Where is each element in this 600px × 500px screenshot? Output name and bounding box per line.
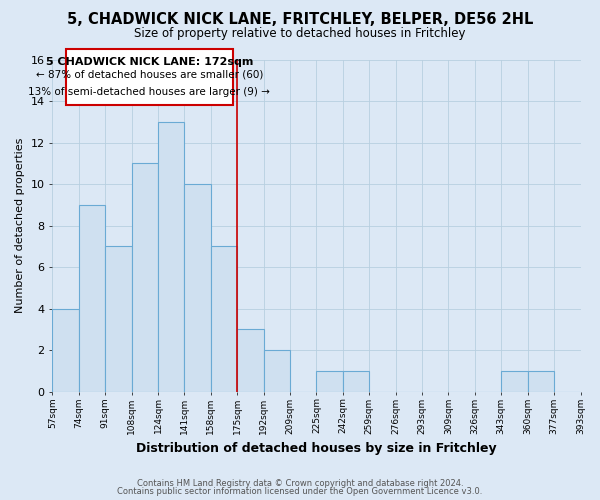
Bar: [52, 308, 79, 392]
X-axis label: Distribution of detached houses by size in Fritchley: Distribution of detached houses by size …: [136, 442, 497, 455]
Bar: [184, 184, 211, 392]
Bar: [316, 371, 343, 392]
Text: 5 CHADWICK NICK LANE: 172sqm: 5 CHADWICK NICK LANE: 172sqm: [46, 58, 253, 68]
Bar: [211, 246, 237, 392]
Bar: [131, 164, 158, 392]
FancyBboxPatch shape: [65, 49, 233, 105]
Bar: [105, 246, 131, 392]
Y-axis label: Number of detached properties: Number of detached properties: [15, 138, 25, 314]
Bar: [501, 371, 527, 392]
Bar: [343, 371, 369, 392]
Text: ← 87% of detached houses are smaller (60): ← 87% of detached houses are smaller (60…: [35, 70, 263, 80]
Text: Contains HM Land Registry data © Crown copyright and database right 2024.: Contains HM Land Registry data © Crown c…: [137, 478, 463, 488]
Bar: [527, 371, 554, 392]
Bar: [263, 350, 290, 392]
Bar: [79, 205, 105, 392]
Text: Size of property relative to detached houses in Fritchley: Size of property relative to detached ho…: [134, 28, 466, 40]
Bar: [158, 122, 184, 392]
Bar: [237, 330, 263, 392]
Text: Contains public sector information licensed under the Open Government Licence v3: Contains public sector information licen…: [118, 487, 482, 496]
Text: 5, CHADWICK NICK LANE, FRITCHLEY, BELPER, DE56 2HL: 5, CHADWICK NICK LANE, FRITCHLEY, BELPER…: [67, 12, 533, 28]
Text: 13% of semi-detached houses are larger (9) →: 13% of semi-detached houses are larger (…: [28, 86, 271, 97]
